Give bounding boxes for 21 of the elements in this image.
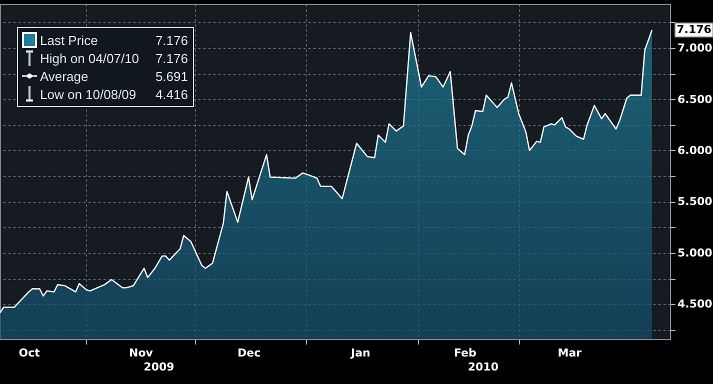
- x2-tick-label: 2009: [144, 360, 174, 374]
- y-tick-label: 7.000: [678, 42, 713, 55]
- y-tick-label: 5.500: [678, 195, 713, 208]
- annotation: 7.176: [154, 50, 188, 66]
- y-tick-label: 6.500: [678, 92, 713, 106]
- x2-tick-label: 2010: [468, 360, 499, 374]
- x-tick-label: Dec: [237, 346, 261, 360]
- x-tick-label: Feb: [454, 346, 477, 360]
- text: High on 04/07/10: [40, 50, 140, 66]
- text: Average 5.691: [40, 68, 188, 84]
- text: 7.176: [676, 23, 712, 36]
- legend-label: Last Price: [40, 32, 99, 48]
- y-tick-label: 5.000: [678, 246, 713, 260]
- y-tick-label: 4.500: [678, 298, 713, 311]
- y-tick-label: 6.000: [678, 144, 713, 157]
- x-tick-label: Mar: [558, 346, 582, 360]
- annotation: 7.176: [154, 32, 188, 48]
- x-tick-label: Oct: [18, 346, 40, 360]
- x-tick-label: Jan: [350, 346, 370, 360]
- text: Low on 10/08/09 4.416: [40, 86, 188, 102]
- x-tick-label: Nov: [129, 346, 154, 360]
